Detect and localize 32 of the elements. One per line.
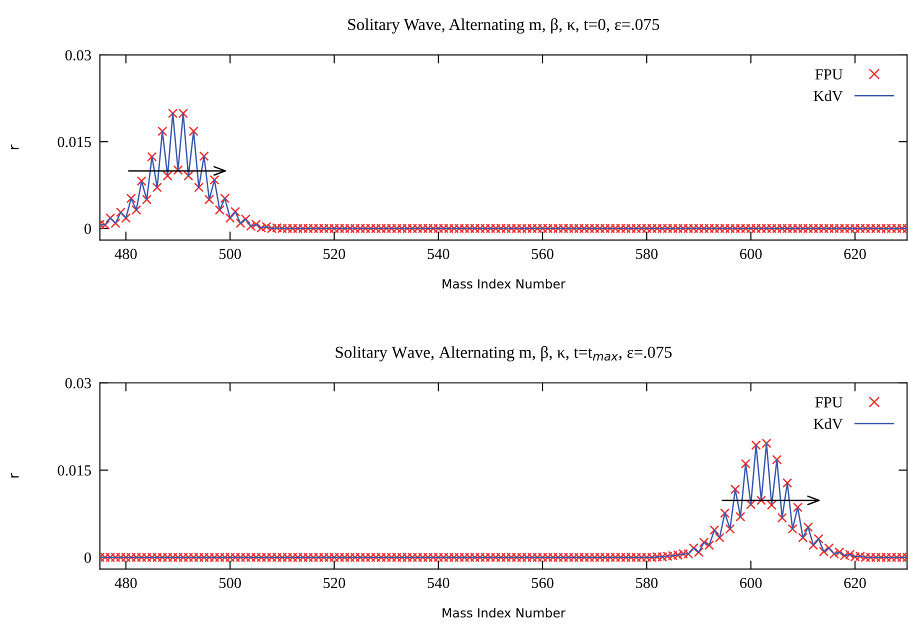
x-tick-label: 500 — [220, 248, 241, 260]
y-axis-title: r — [10, 144, 19, 150]
x-tick-label: 480 — [114, 578, 137, 588]
x-tick-label: 540 — [428, 578, 450, 588]
x-tick-label: 560 — [532, 578, 554, 588]
legend-label: FPU — [815, 69, 843, 80]
legend-label: KdV — [814, 90, 843, 102]
x-tick-label: 620 — [844, 248, 866, 260]
x-tick-label: 600 — [740, 578, 762, 588]
y-tick-label: 0.015 — [58, 465, 91, 476]
x-tick-label: 560 — [532, 248, 554, 260]
x-tick-label: 600 — [740, 248, 762, 260]
chart-title: Solitary Wave, Alternating m, β, κ, t=0, ε=.075 — [348, 18, 660, 34]
y-tick-label: 0.03 — [65, 378, 91, 388]
legend-label: KdV — [814, 418, 843, 430]
x-tick-label: 620 — [844, 578, 866, 588]
x-tick-label: 580 — [636, 578, 658, 588]
x-axis-title: Mass Index Number — [442, 608, 566, 618]
x-tick-label: 480 — [114, 248, 137, 260]
chart-title: Solitary Wave, Alternating m, β, κ, t=t$_{max}$, ε=.075 — [336, 346, 672, 362]
legend-label: FPU — [815, 397, 843, 408]
x-tick-label: 520 — [324, 578, 346, 588]
y-tick-label: 0.03 — [65, 50, 91, 60]
x-tick-label: 580 — [636, 248, 658, 260]
y-tick-label: 0 — [84, 552, 91, 563]
x-tick-label: 500 — [220, 578, 241, 588]
x-axis-title: Mass Index Number — [442, 278, 566, 289]
x-tick-label: 520 — [324, 248, 346, 260]
y-axis-title: r — [10, 473, 19, 478]
x-tick-label: 540 — [428, 248, 450, 260]
y-tick-label: 0 — [84, 224, 91, 234]
y-tick-label: 0.015 — [58, 136, 91, 148]
